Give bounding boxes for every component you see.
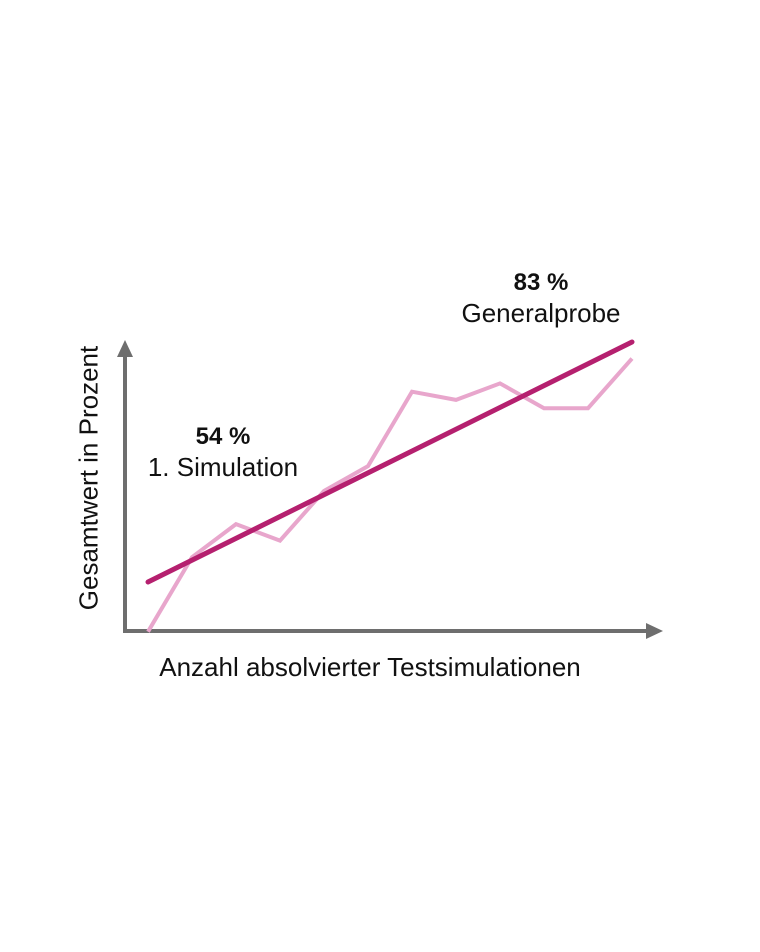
annotation-final-value: 83 % — [513, 269, 569, 296]
x-axis-label: Anzahl absolvierter Testsimulationen — [159, 652, 581, 682]
annotation-first-simulation: 54 % 1. Simulation — [128, 423, 318, 483]
y-axis-label: Gesamtwert in Prozent — [73, 345, 104, 611]
y-axis-arrow-icon — [117, 340, 133, 357]
axes — [117, 340, 663, 639]
annotation-final-label: Generalprobe — [461, 297, 621, 328]
annotation-dress-rehearsal: 83 % Generalprobe — [440, 269, 642, 329]
annotation-first-label: 1. Simulation — [147, 451, 299, 482]
x-axis-arrow-icon — [646, 623, 663, 639]
series-raw-line — [146, 357, 634, 633]
annotation-first-value: 54 % — [195, 423, 251, 450]
series-trend-line — [145, 339, 635, 585]
